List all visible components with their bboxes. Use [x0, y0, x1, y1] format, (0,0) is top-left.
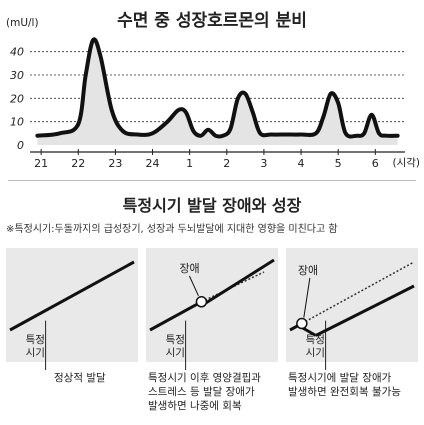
x-tick-label: 23 — [108, 157, 122, 170]
x-tick-label: 22 — [71, 157, 85, 170]
growth-line-before — [149, 300, 203, 332]
y-tick-label: 20 — [10, 92, 24, 105]
panel-background — [146, 248, 278, 362]
disorder-pointer — [303, 277, 311, 318]
x-tick-label: 24 — [146, 157, 160, 170]
disorder-label: 장애 — [179, 262, 199, 275]
caption-line: 특정시기 이후 영양결핍과 — [148, 372, 261, 384]
x-tick-label: 6 — [372, 157, 379, 170]
y-tick-label: 10 — [10, 116, 24, 129]
growth-line-stunted — [315, 284, 415, 337]
definition-note: ※특정시기:두돌까지의 급성장기, 성장과 두뇌발달에 지대한 영향을 미친다고… — [6, 224, 338, 235]
disorder-pointer — [188, 275, 199, 296]
y-tick-label: 30 — [10, 69, 24, 82]
critical-period-label: 특정 — [306, 334, 325, 346]
x-axis-label: (시각) — [392, 157, 420, 169]
disorder-marker — [296, 317, 308, 330]
critical-period-label: 시기 — [306, 347, 325, 359]
disorder-marker — [195, 296, 208, 308]
chart-title-growth-hormone: 수면 중 성장호르몬의 분비 — [117, 11, 307, 31]
x-tick-label: 21 — [34, 157, 48, 170]
growth-line-normal — [9, 260, 135, 332]
x-tick-label: 2 — [223, 157, 230, 170]
panel-caption-normal: 정상적 발달 — [54, 371, 106, 385]
series-area-fill — [37, 39, 398, 145]
growth-line-recovery — [200, 258, 275, 308]
critical-period-label: 시기 — [166, 347, 185, 359]
caption-line: 특정시기에 발달 장애가 — [288, 372, 392, 384]
x-tick-label: 1 — [186, 157, 193, 170]
x-tick-label: 4 — [298, 157, 305, 170]
growth-line-drop — [301, 326, 317, 337]
critical-period-label: 특정 — [26, 334, 45, 346]
y-axis-label: (mU/l) — [6, 17, 39, 29]
expected-growth-dotted — [301, 261, 415, 325]
panel-background — [286, 248, 418, 362]
critical-period-label: 특정 — [166, 334, 185, 346]
disorder-label: 장애 — [298, 264, 318, 277]
section-divider — [8, 180, 416, 181]
panel-background — [6, 248, 138, 362]
caption-line: 발생하면 완전회복 불가능 — [288, 386, 401, 398]
y-tick-label: 40 — [10, 46, 24, 59]
y-tick-label: 0 — [17, 139, 24, 152]
expected-growth-dotted — [201, 271, 265, 303]
critical-period-label: 시기 — [26, 347, 45, 359]
x-tick-label: 3 — [260, 157, 267, 170]
chart-title-development: 특정시기 발달 장애와 성장 — [122, 196, 302, 215]
caption-line: 정상적 발달 — [54, 372, 106, 384]
x-tick-label: 5 — [335, 157, 342, 170]
caption-line: 스트레스 등 발달 장애가 — [148, 386, 255, 398]
series-line-growth-hormone — [35, 37, 400, 139]
caption-line: 발생하면 나중에 회복 — [148, 400, 242, 412]
